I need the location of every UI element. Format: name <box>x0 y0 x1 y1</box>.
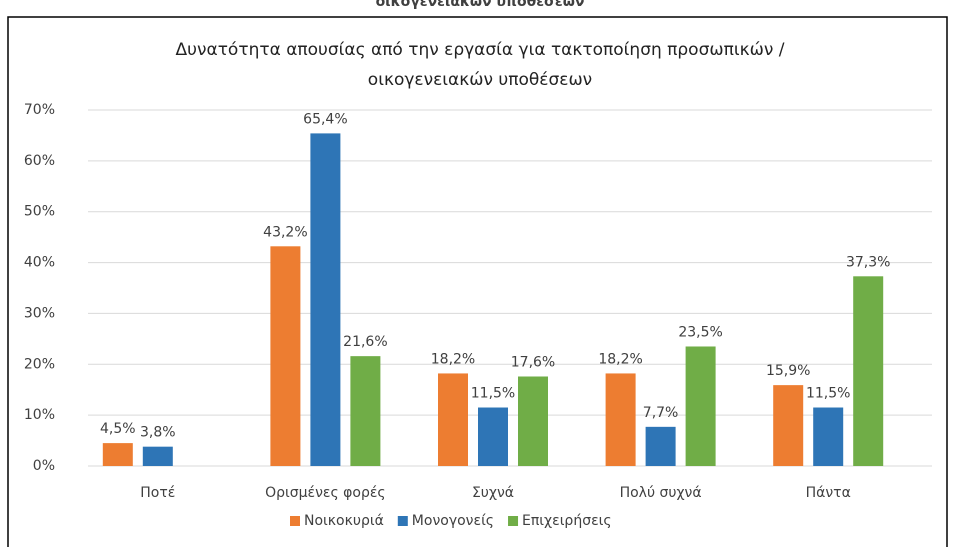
value-label: 18,2% <box>431 351 475 367</box>
x-tick-label: Ποτέ <box>140 485 175 501</box>
y-tick-label: 20% <box>24 356 55 372</box>
value-label: 43,2% <box>263 224 307 240</box>
bar <box>518 376 548 466</box>
legend-label: Νοικοκυριά <box>304 513 384 529</box>
legend-swatch <box>508 516 519 526</box>
x-tick-label: Πάντα <box>806 485 851 501</box>
value-label: 15,9% <box>766 363 810 379</box>
value-label: 65,4% <box>303 111 347 127</box>
value-label: 17,6% <box>511 354 555 370</box>
legend-swatch <box>397 516 408 526</box>
chart-title: Δυνατότητα απουσίας από την εργασία για … <box>176 40 785 60</box>
y-tick-label: 50% <box>24 204 55 220</box>
value-label: 7,7% <box>643 405 679 421</box>
y-tick-label: 70% <box>24 102 55 118</box>
value-label: 21,6% <box>343 334 387 350</box>
value-label: 37,3% <box>846 254 890 270</box>
legend-swatch <box>290 516 300 526</box>
bar <box>685 346 716 466</box>
y-tick-label: 0% <box>33 458 55 474</box>
y-tick-label: 30% <box>24 305 55 321</box>
bar <box>645 426 676 466</box>
bar <box>310 133 341 466</box>
x-tick-label: Πολύ συχνά <box>620 485 702 501</box>
value-label: 23,5% <box>678 324 722 340</box>
legend-label: Μονογονείς <box>412 513 494 529</box>
chart-frame <box>7 16 948 547</box>
x-tick-label: Ορισμένες φορές <box>265 485 386 501</box>
bar <box>350 356 381 466</box>
y-tick-label: 10% <box>24 407 55 423</box>
y-tick-label: 60% <box>24 153 55 169</box>
bar <box>478 407 508 466</box>
bar <box>438 373 468 466</box>
bar <box>813 407 844 466</box>
value-label: 18,2% <box>598 351 642 367</box>
bar <box>102 443 133 466</box>
value-label: 11,5% <box>471 386 515 402</box>
legend-label: Επιχειρήσεις <box>522 513 612 529</box>
x-tick-label: Συχνά <box>472 485 514 501</box>
bar <box>270 246 301 466</box>
value-label: 3,8% <box>140 425 176 441</box>
value-label: 11,5% <box>806 386 850 402</box>
bar <box>773 385 804 466</box>
bar <box>142 446 173 466</box>
bar <box>605 373 636 466</box>
value-label: 4,5% <box>100 421 136 437</box>
y-tick-label: 40% <box>24 255 55 271</box>
bar <box>853 276 884 466</box>
chart-title: οικογενειακών υποθέσεων <box>368 70 592 90</box>
header-fragment: οικογενειακών υποθέσεων <box>376 0 585 10</box>
